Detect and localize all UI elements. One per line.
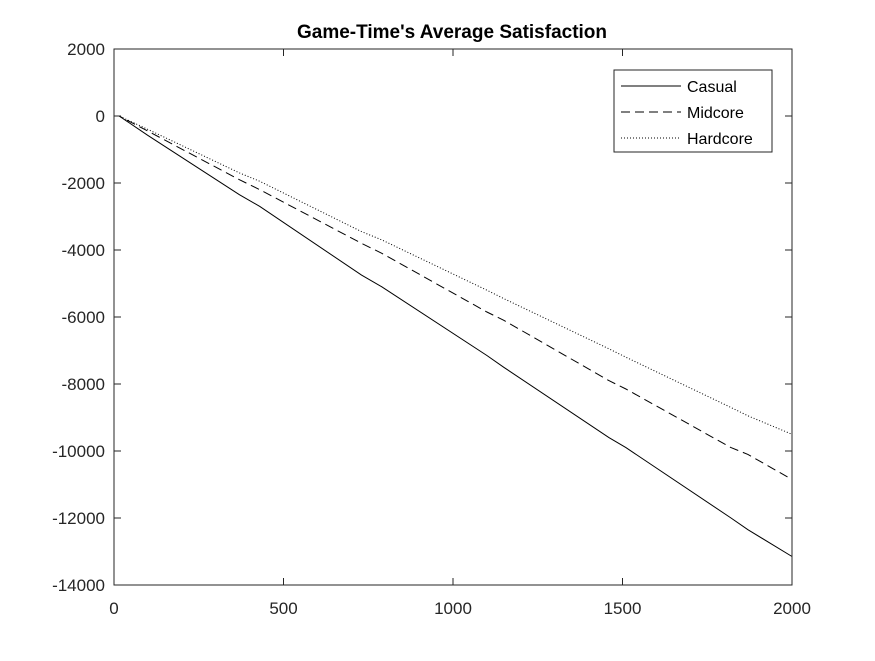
y-tick-label: -4000 <box>62 241 105 260</box>
legend-label-casual: Casual <box>687 79 737 96</box>
y-tick-label: 2000 <box>67 40 105 59</box>
axes-layer: 0 500 1000 1500 2000 2000 0 -2000 -4000 -6000 -800… <box>52 40 811 618</box>
y-tick-label: -14000 <box>52 576 105 595</box>
y-tick-label: -6000 <box>62 308 105 327</box>
series-line-midcore <box>114 115 793 480</box>
x-tick-label: 1000 <box>434 599 472 618</box>
y-tick-label: -10000 <box>52 442 105 461</box>
y-tick-label: -12000 <box>52 509 105 528</box>
series-line-casual <box>114 115 793 557</box>
x-tick-label: 1500 <box>604 599 642 618</box>
legend-label-midcore: Midcore <box>687 105 744 122</box>
x-tick-label: 500 <box>269 599 297 618</box>
legend: Casual Midcore Hardcore <box>613 69 773 153</box>
y-tick-label: -2000 <box>62 174 105 193</box>
y-tick-label: -8000 <box>62 375 105 394</box>
series-line-hardcore <box>114 115 793 435</box>
y-tick-label: 0 <box>96 107 105 126</box>
legend-box <box>613 69 773 153</box>
legend-label-hardcore: Hardcore <box>687 131 753 148</box>
x-tick-label: 2000 <box>773 599 811 618</box>
x-tick-label: 0 <box>109 599 118 618</box>
series-layer <box>114 115 793 557</box>
chart-title: Game-Time's Average Satisfaction <box>297 22 607 43</box>
